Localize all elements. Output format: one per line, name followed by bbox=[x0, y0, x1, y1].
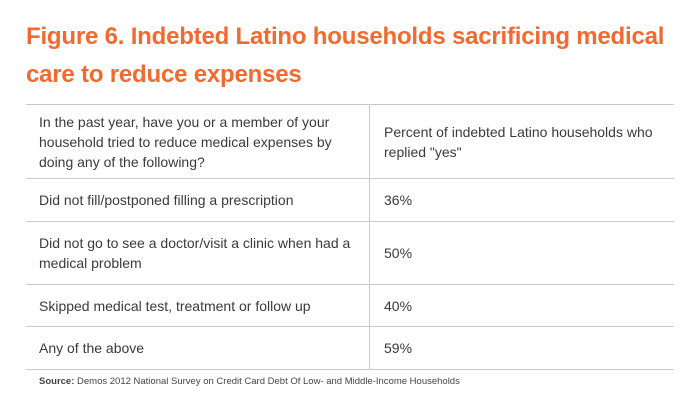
table-row: Did not fill/postponed filling a prescri… bbox=[26, 178, 674, 222]
row-label: Did not go to see a doctor/visit a clini… bbox=[26, 221, 370, 285]
percent-header: Percent of indebted Latino households wh… bbox=[369, 104, 674, 179]
row-value: 59% bbox=[369, 326, 674, 370]
question-header: In the past year, have you or a member o… bbox=[26, 104, 370, 179]
table-row: Did not go to see a doctor/visit a clini… bbox=[26, 221, 674, 285]
row-value: 50% bbox=[369, 221, 674, 285]
table-row: Any of the above 59% bbox=[26, 326, 674, 370]
row-label: Skipped medical test, treatment or follo… bbox=[26, 284, 370, 327]
row-label: Any of the above bbox=[26, 326, 370, 370]
row-label: Did not fill/postponed filling a prescri… bbox=[26, 178, 370, 222]
data-table: In the past year, have you or a member o… bbox=[26, 104, 674, 370]
row-value: 36% bbox=[369, 178, 674, 222]
source-label: Source: bbox=[39, 376, 75, 387]
figure-title: Figure 6. Indebted Latino households sac… bbox=[26, 23, 665, 88]
table-header-row: In the past year, have you or a member o… bbox=[26, 104, 674, 179]
source-text: Demos 2012 National Survey on Credit Car… bbox=[77, 376, 460, 387]
table-row: Skipped medical test, treatment or follo… bbox=[26, 284, 674, 327]
row-value: 40% bbox=[369, 284, 674, 327]
source-note: Source: Demos 2012 National Survey on Cr… bbox=[39, 376, 460, 387]
